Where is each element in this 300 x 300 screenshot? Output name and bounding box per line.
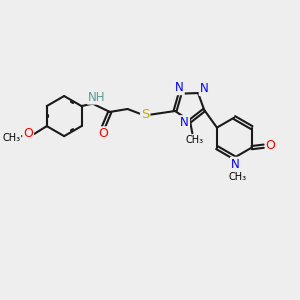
Text: NH: NH [88, 91, 105, 104]
Text: O: O [23, 127, 33, 140]
Text: N: N [180, 116, 189, 129]
Text: CH₃: CH₃ [228, 172, 246, 182]
Text: N: N [231, 158, 240, 171]
Text: CH₃: CH₃ [186, 135, 204, 145]
Text: O: O [266, 139, 275, 152]
Text: N: N [175, 81, 184, 94]
Text: O: O [98, 127, 108, 140]
Text: N: N [200, 82, 208, 95]
Text: S: S [141, 108, 149, 122]
Text: CH₃: CH₃ [2, 133, 20, 143]
